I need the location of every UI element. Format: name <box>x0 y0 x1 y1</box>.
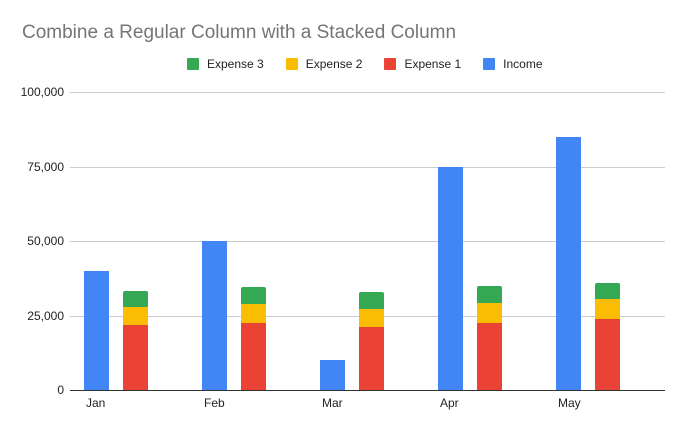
bar-expense-2-jan[interactable] <box>123 306 148 326</box>
gridline <box>70 167 665 168</box>
x-axis-tick-label: Jan <box>86 396 106 410</box>
y-axis-tick-label: 100,000 <box>20 85 64 99</box>
legend-label: Income <box>503 57 543 71</box>
x-axis-line <box>70 390 665 391</box>
bar-expense-1-may[interactable] <box>595 318 620 390</box>
bar-income-may[interactable] <box>556 136 581 390</box>
legend-label: Expense 2 <box>305 57 363 71</box>
legend-item-income[interactable]: Income <box>483 57 543 71</box>
bar-expense-3-apr[interactable] <box>477 286 502 303</box>
y-axis-tick-label: 50,000 <box>27 234 64 248</box>
gridline <box>70 241 665 242</box>
legend-item-expense-2[interactable]: Expense 2 <box>285 57 363 71</box>
bar-expense-2-may[interactable] <box>595 299 620 319</box>
x-axis-tick-label: May <box>558 396 581 410</box>
legend-item-expense-1[interactable]: Expense 1 <box>384 57 461 71</box>
bar-expense-1-mar[interactable] <box>359 326 384 390</box>
bar-expense-3-mar[interactable] <box>359 291 384 309</box>
bar-income-apr[interactable] <box>438 166 463 390</box>
bar-expense-1-feb[interactable] <box>241 322 266 390</box>
y-axis-tick-label: 0 <box>57 383 64 397</box>
bar-income-mar[interactable] <box>320 360 345 390</box>
x-axis-tick-label: Feb <box>204 396 225 410</box>
bar-expense-1-jan[interactable] <box>123 325 148 390</box>
legend-swatch-expense-2-icon <box>285 58 298 70</box>
bar-income-jan[interactable] <box>84 270 109 390</box>
bar-expense-3-feb[interactable] <box>241 287 266 305</box>
bar-expense-1-apr[interactable] <box>477 322 502 390</box>
legend-label: Expense 1 <box>404 57 462 71</box>
legend-label: Expense 3 <box>207 57 264 71</box>
y-axis-tick-label: 25,000 <box>27 309 64 323</box>
y-axis-tick-label: 75,000 <box>27 160 64 174</box>
legend-item-expense-3[interactable]: Expense 3 <box>187 57 264 71</box>
legend-swatch-expense-3-icon <box>187 58 199 70</box>
bar-expense-2-mar[interactable] <box>359 308 384 327</box>
chart-legend: Expense 3 Expense 2 Expense 1 Income <box>187 57 565 71</box>
bar-expense-2-feb[interactable] <box>241 304 266 323</box>
chart-title: Combine a Regular Column with a Stacked … <box>22 22 457 43</box>
x-axis-tick-label: Apr <box>440 396 459 410</box>
bar-expense-3-jan[interactable] <box>123 290 148 307</box>
bar-expense-2-apr[interactable] <box>477 302 502 323</box>
gridline <box>70 92 665 93</box>
bar-income-feb[interactable] <box>202 241 227 390</box>
bar-expense-3-may[interactable] <box>595 283 620 300</box>
legend-swatch-income-icon <box>483 58 496 70</box>
legend-swatch-expense-1-icon <box>384 58 397 70</box>
x-axis-tick-label: Mar <box>322 396 343 410</box>
